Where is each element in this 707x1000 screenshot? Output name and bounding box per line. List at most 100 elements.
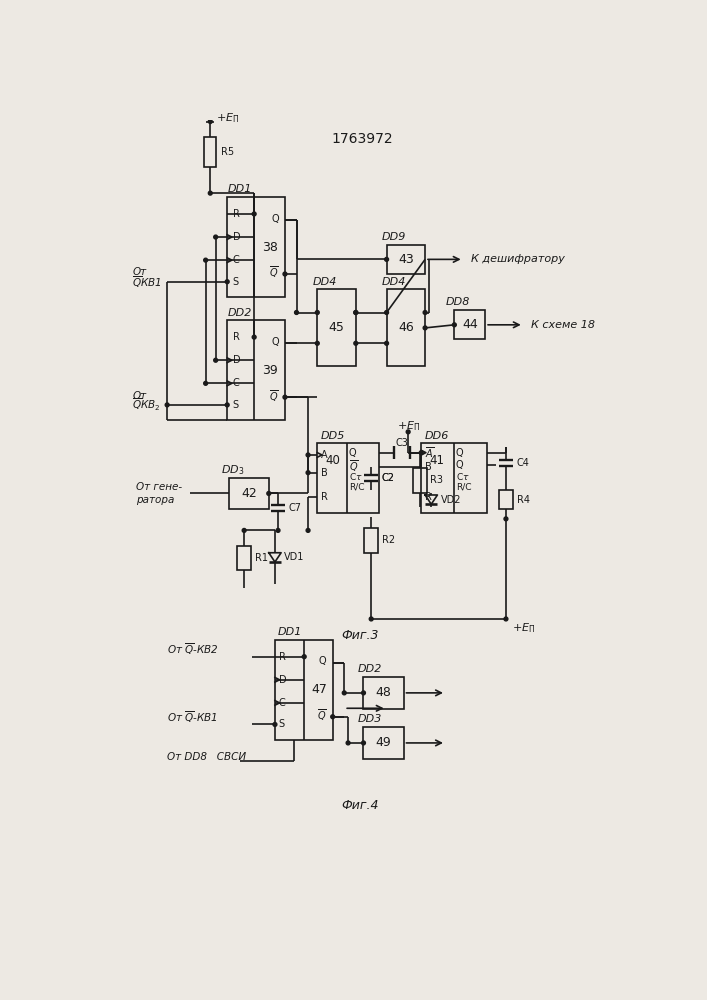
Text: VD2: VD2 [440, 495, 461, 505]
Text: 38: 38 [262, 241, 277, 254]
Text: $\overline{Q}$: $\overline{Q}$ [349, 459, 358, 474]
Bar [387, 245, 425, 274]
Text: Q: Q [456, 448, 464, 458]
Text: R5: R5 [221, 147, 234, 157]
Bar [387, 289, 425, 366]
Bar [238, 546, 251, 570]
Text: R: R [321, 492, 328, 502]
Text: К схеме 18: К схеме 18 [532, 320, 595, 330]
Bar [227, 197, 285, 297]
Text: К дешифратору: К дешифратору [472, 254, 565, 264]
Text: C: C [279, 698, 286, 708]
Circle shape [315, 311, 320, 314]
Text: Q: Q [319, 656, 327, 666]
Circle shape [306, 528, 310, 532]
Circle shape [354, 341, 358, 345]
Circle shape [419, 451, 423, 455]
Circle shape [385, 311, 389, 314]
Bar [455, 310, 485, 339]
Text: D: D [233, 232, 240, 242]
Text: От гене-: От гене- [136, 482, 182, 492]
Circle shape [295, 311, 298, 314]
Text: D: D [279, 675, 286, 685]
Text: DD3: DD3 [358, 714, 382, 724]
Bar [229, 478, 269, 509]
Circle shape [369, 617, 373, 621]
Circle shape [165, 403, 169, 407]
Text: A: A [321, 450, 328, 460]
Circle shape [267, 492, 271, 495]
Text: От: От [132, 391, 146, 401]
Circle shape [276, 528, 280, 532]
Circle shape [252, 212, 256, 216]
Text: DD9: DD9 [382, 232, 407, 242]
Text: C2: C2 [382, 473, 395, 483]
Bar [499, 490, 513, 509]
Circle shape [204, 258, 208, 262]
Bar [227, 320, 285, 420]
Text: 39: 39 [262, 364, 277, 377]
Circle shape [226, 403, 229, 407]
Text: R1: R1 [255, 553, 268, 563]
Text: C4: C4 [517, 458, 530, 468]
Text: R: R [233, 332, 240, 342]
Text: Q: Q [271, 337, 279, 347]
Text: Q: Q [271, 214, 279, 224]
Circle shape [423, 311, 427, 314]
Text: C: C [233, 378, 240, 388]
Circle shape [303, 655, 306, 659]
Circle shape [423, 326, 427, 330]
Text: R2: R2 [382, 535, 395, 545]
Text: От: От [132, 267, 146, 277]
Text: $\overline{Q}$: $\overline{Q}$ [269, 265, 279, 280]
Circle shape [361, 691, 366, 695]
Bar [363, 727, 404, 759]
Text: C: C [233, 255, 240, 265]
Text: DD5: DD5 [320, 431, 345, 441]
Text: 43: 43 [398, 253, 414, 266]
Circle shape [354, 311, 358, 314]
Circle shape [407, 430, 410, 434]
Text: 45: 45 [329, 321, 344, 334]
Text: R: R [233, 209, 240, 219]
Text: R4: R4 [517, 495, 530, 505]
Text: От $\overline{Q}$-КВ2: От $\overline{Q}$-КВ2 [167, 641, 219, 657]
Text: Фиг.3: Фиг.3 [341, 629, 378, 642]
Text: DD6: DD6 [424, 431, 449, 441]
Text: DD4: DD4 [312, 277, 337, 287]
Circle shape [361, 741, 366, 745]
Bar [364, 528, 378, 553]
Text: ратора: ратора [136, 495, 175, 505]
Text: 46: 46 [398, 321, 414, 334]
Circle shape [226, 280, 229, 284]
Circle shape [283, 272, 287, 276]
Circle shape [209, 120, 212, 123]
Circle shape [209, 191, 212, 195]
Text: C$\tau$: C$\tau$ [456, 471, 469, 482]
Text: R: R [279, 652, 286, 662]
Circle shape [504, 517, 508, 521]
Bar [421, 443, 486, 513]
Text: 49: 49 [375, 736, 392, 749]
Text: Фиг.4: Фиг.4 [341, 799, 378, 812]
Bar [317, 289, 356, 366]
Text: DD2: DD2 [228, 308, 252, 318]
Circle shape [354, 311, 358, 314]
Text: 40: 40 [325, 454, 340, 467]
Circle shape [342, 691, 346, 695]
Text: C7: C7 [288, 503, 302, 513]
Bar [275, 640, 333, 740]
Text: DD1: DD1 [278, 627, 303, 637]
Text: DD2: DD2 [358, 664, 382, 674]
Circle shape [385, 257, 389, 261]
Circle shape [385, 341, 389, 345]
Circle shape [306, 453, 310, 457]
Bar [363, 677, 404, 709]
Text: DD1: DD1 [228, 184, 252, 194]
Text: 42: 42 [241, 487, 257, 500]
Bar [317, 443, 379, 513]
Text: B: B [321, 468, 328, 478]
Text: C$\tau$: C$\tau$ [349, 471, 363, 482]
Text: $\overline{A}$: $\overline{A}$ [425, 445, 434, 460]
Text: 47: 47 [311, 683, 327, 696]
